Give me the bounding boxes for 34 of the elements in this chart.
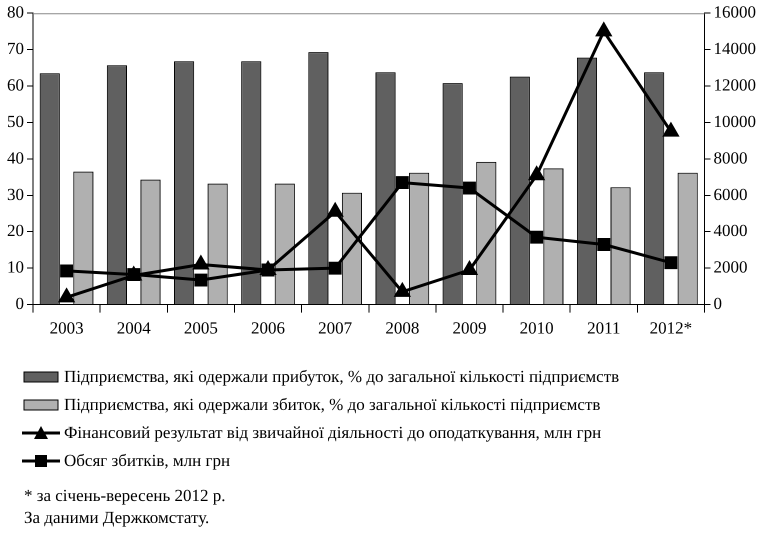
x-tick-label: 2004 (116, 318, 152, 338)
x-tick-label: 2011 (587, 318, 620, 338)
y-tick-label: 10 (7, 258, 24, 277)
y2-tick-label: 16000 (714, 2, 756, 22)
y2-tick-label: 0 (714, 294, 722, 314)
x-tick-label: 2010 (520, 318, 554, 338)
x-tick-label: 2007 (318, 318, 353, 338)
x-tick-label: 2008 (385, 318, 420, 338)
y2-tick-label: 4000 (714, 221, 748, 240)
legend-label: Обсяг збитків, млн грн (64, 451, 230, 471)
text: * за січень-вересень 2012 р. (24, 485, 226, 507)
y-tick-label: 0 (16, 294, 24, 314)
legend-label: Підприємства, які одержали прибуток, % до загальної кількості підприємств (64, 367, 620, 387)
x-tick-label: 2005 (184, 318, 218, 338)
y2-tick-label: 10000 (714, 112, 756, 131)
x-tick-label: 2006 (251, 318, 286, 338)
x-tick-label: 2009 (452, 318, 486, 338)
y2-tick-label: 12000 (714, 76, 756, 95)
y-tick-label: 20 (7, 221, 24, 240)
y-tick-label: 70 (7, 39, 24, 58)
text: За даними Держкомстату. (24, 507, 210, 529)
legend-label: Фінансовий результат від звичайної діяльності до оподаткування, млн грн (64, 423, 602, 443)
y2-tick-label: 14000 (714, 39, 756, 58)
x-tick-label: 2003 (50, 318, 84, 338)
y-tick-label: 30 (7, 184, 24, 204)
y2-tick-label: 8000 (714, 148, 748, 168)
y2-tick-label: 2000 (714, 258, 748, 277)
y2-tick-label: 6000 (714, 184, 748, 204)
y-tick-label: 40 (7, 148, 24, 168)
x-tick-label: 2012* (650, 318, 692, 338)
y-tick-label: 60 (7, 76, 24, 95)
y-tick-label: 80 (7, 2, 24, 22)
y-tick-label: 50 (7, 112, 24, 131)
legend-label: Підприємства, які одержали збиток, % до загальної кількості підприємств (64, 395, 600, 415)
